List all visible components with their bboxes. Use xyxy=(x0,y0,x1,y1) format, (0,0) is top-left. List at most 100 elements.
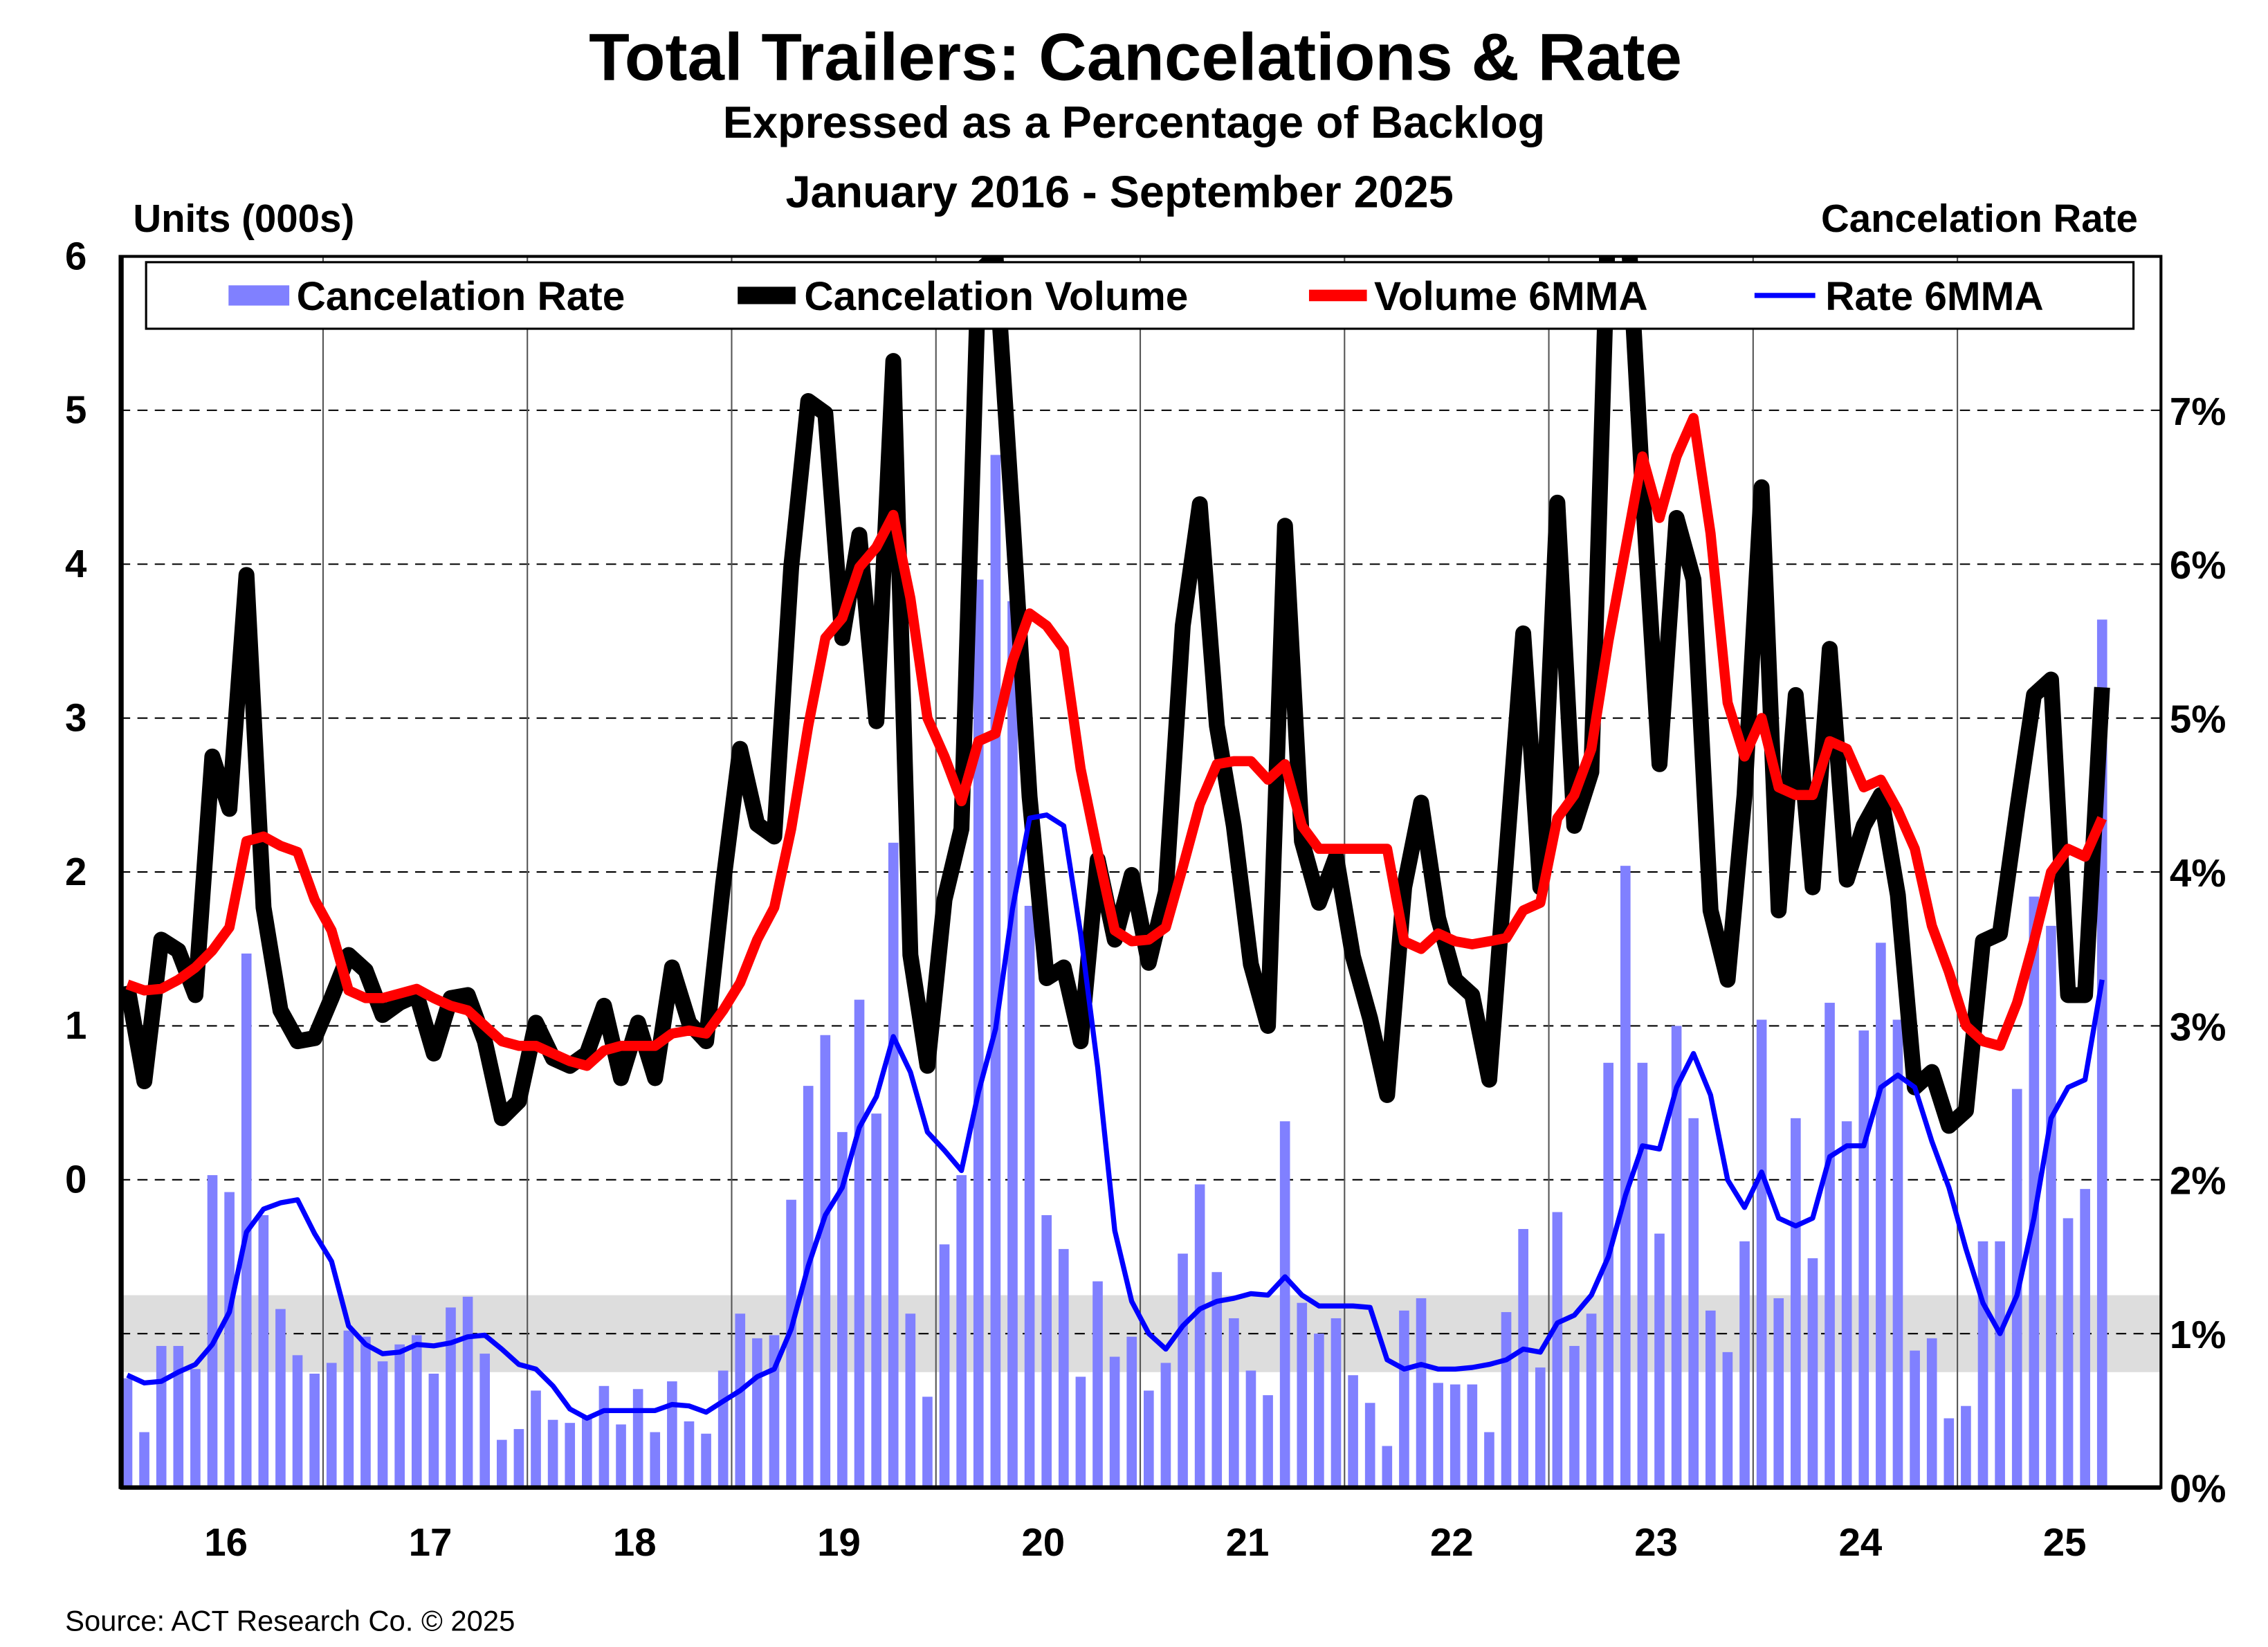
rate-bar xyxy=(1620,866,1631,1488)
right-tick-label: 7% xyxy=(2170,390,2226,433)
rate-bar xyxy=(1773,1298,1784,1488)
rate-bar xyxy=(462,1296,473,1488)
left-tick-label: 1 xyxy=(65,1003,86,1047)
rate-bar xyxy=(1961,1405,1971,1488)
rate-bar xyxy=(173,1345,184,1488)
rate-bar xyxy=(1092,1281,1103,1488)
rate-bar xyxy=(922,1396,933,1488)
right-tick-label: 5% xyxy=(2170,698,2226,741)
volume-6mma-line xyxy=(125,412,2107,1071)
rate-bar xyxy=(377,1361,388,1488)
rate-bar xyxy=(956,1175,967,1488)
rate-bar xyxy=(1586,1313,1597,1488)
rate-bar xyxy=(1926,1338,1937,1488)
rate-bar xyxy=(1825,1003,1835,1488)
rate-bar xyxy=(1382,1446,1393,1488)
rate-bar xyxy=(1739,1241,1750,1488)
rate-bar xyxy=(1364,1403,1375,1488)
rate-bar xyxy=(1671,1026,1682,1488)
rate-bar xyxy=(326,1363,337,1488)
chart-period: January 2016 - September 2025 xyxy=(785,166,1453,217)
left-tick-label: 2 xyxy=(65,850,86,893)
rate-bar xyxy=(1330,1318,1342,1488)
legend: Cancelation Rate Cancelation Volume Volu… xyxy=(145,261,2135,330)
rate-bar xyxy=(1910,1350,1920,1488)
rate-bar xyxy=(513,1429,524,1488)
rate-bar xyxy=(1178,1253,1188,1488)
chart-subtitle: Expressed as a Percentage of Backlog xyxy=(723,97,1546,147)
rate-bar xyxy=(1535,1367,1546,1488)
rate-bar xyxy=(752,1338,762,1488)
source-note: Source: ACT Research Co. © 2025 xyxy=(65,1605,515,1637)
rate-bar xyxy=(1416,1298,1427,1488)
x-tick-label: 25 xyxy=(2043,1520,2087,1564)
legend-label-volume: Cancelation Volume xyxy=(804,274,1188,319)
rate-bar xyxy=(717,1370,729,1488)
rate-bar xyxy=(1705,1310,1716,1488)
rate-bar xyxy=(803,1086,814,1488)
rate-bar xyxy=(939,1244,950,1488)
right-tick-label: 1% xyxy=(2170,1313,2226,1356)
rate-bar xyxy=(1756,1019,1767,1488)
right-tick-label: 4% xyxy=(2170,851,2226,895)
rate-bar xyxy=(1722,1352,1733,1488)
rate-bar xyxy=(1791,1118,1801,1488)
rate-bar xyxy=(1892,1019,1903,1488)
rate-bar xyxy=(871,1113,881,1488)
rate-bar xyxy=(1194,1184,1205,1488)
chart-title: Total Trailers: Cancelations & Rate xyxy=(589,20,1682,94)
rate-bar xyxy=(1229,1318,1239,1488)
rate-bar xyxy=(190,1369,201,1488)
rate-bar xyxy=(531,1390,541,1488)
left-tick-label: 5 xyxy=(65,388,86,432)
rate-bar xyxy=(701,1433,711,1488)
rate-bar xyxy=(1314,1334,1324,1488)
x-tick-label: 18 xyxy=(613,1520,657,1564)
rate-bar xyxy=(1041,1214,1052,1488)
rate-bar xyxy=(990,455,1001,1488)
rate-bar xyxy=(2063,1218,2074,1488)
rate-bar xyxy=(1569,1345,1580,1488)
rate-bar xyxy=(1399,1310,1409,1488)
x-tick-label: 22 xyxy=(1430,1520,1474,1564)
rate-bar xyxy=(1841,1121,1852,1488)
rate-bar xyxy=(224,1192,235,1488)
rate-bar xyxy=(2046,925,2056,1488)
right-tick-label: 0% xyxy=(2170,1466,2226,1510)
rate-bar xyxy=(1245,1370,1256,1488)
rate-bar xyxy=(411,1335,422,1488)
rate-bar xyxy=(309,1374,320,1488)
rate-bar xyxy=(582,1417,592,1488)
rate-bar xyxy=(1449,1384,1461,1488)
rate-bar xyxy=(122,1378,133,1488)
rate-bar xyxy=(1603,1062,1613,1488)
rate-bar xyxy=(1467,1384,1478,1488)
rate-bar xyxy=(1024,905,1035,1488)
left-tick-label: 0 xyxy=(65,1158,86,1201)
rate-bar xyxy=(547,1419,558,1488)
rate-bar xyxy=(207,1175,218,1488)
rate-bar xyxy=(1807,1258,1818,1488)
rate-bar xyxy=(1348,1375,1358,1488)
left-tick-label: 3 xyxy=(65,695,86,739)
rate-bar xyxy=(1637,1062,1648,1488)
x-tick-label: 19 xyxy=(817,1520,861,1564)
right-tick-label: 3% xyxy=(2170,1005,2226,1048)
rate-bar xyxy=(905,1313,916,1488)
rate-bar xyxy=(1058,1248,1069,1488)
rate-bar xyxy=(1007,601,1018,1488)
rate-bar xyxy=(428,1374,439,1488)
rate-bar xyxy=(258,1214,269,1488)
rate-bar xyxy=(394,1344,405,1488)
rate-bar xyxy=(1279,1121,1290,1488)
rate-bar xyxy=(1977,1241,1988,1488)
rate-bar xyxy=(1484,1432,1494,1488)
rate-bar xyxy=(1552,1212,1563,1488)
rate-bar xyxy=(156,1345,167,1488)
x-tick-label: 23 xyxy=(1634,1520,1678,1564)
rate-bar xyxy=(275,1309,286,1488)
rate-bar xyxy=(241,953,252,1488)
left-tick-label: 6 xyxy=(65,234,86,277)
rate-bar xyxy=(1944,1418,1955,1488)
